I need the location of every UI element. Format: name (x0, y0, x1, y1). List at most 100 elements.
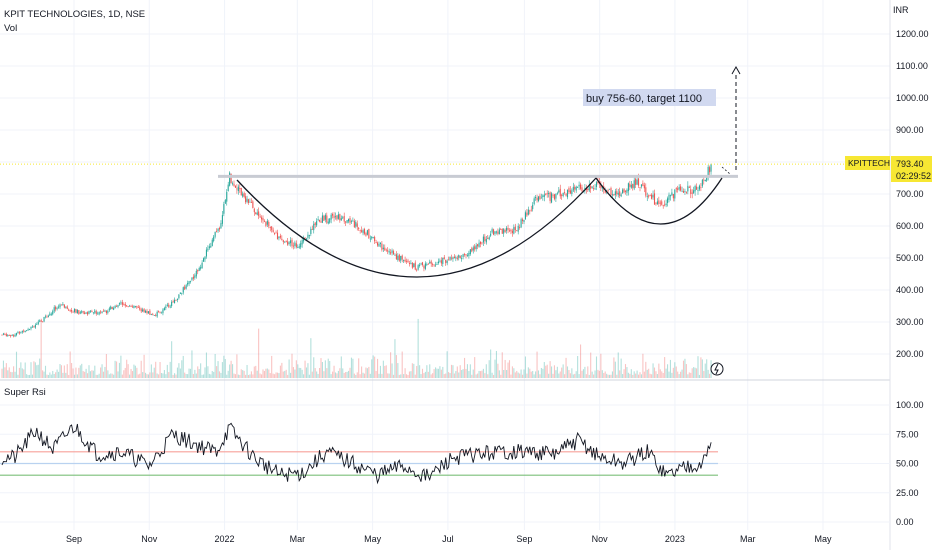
candle-body (617, 192, 619, 195)
candle-body (171, 301, 173, 307)
time-tick-label: Mar (740, 534, 756, 544)
candle-body (593, 188, 595, 189)
candle-body (14, 334, 16, 337)
volume-bar (407, 374, 409, 378)
candle-body (369, 238, 371, 240)
volume-bar (204, 367, 206, 378)
volume-bar (192, 374, 194, 378)
candle-body (497, 231, 499, 234)
candle-body (464, 254, 466, 256)
volume-bar (249, 374, 251, 378)
candle-body (336, 215, 338, 220)
candle-body (619, 191, 621, 196)
volume-bar (651, 374, 653, 378)
annotation-box[interactable] (583, 89, 716, 106)
volume-bar (291, 353, 293, 378)
candle-body (698, 185, 700, 190)
candle-body (413, 263, 415, 268)
volume-bar (333, 365, 335, 378)
volume-bar (598, 370, 600, 378)
volume-bar (436, 368, 438, 378)
volume-bar (693, 367, 695, 378)
candle-body (268, 221, 270, 227)
volume-bar (656, 374, 658, 378)
volume-bar (97, 374, 99, 378)
volume-bar (134, 365, 136, 378)
candle-body (59, 304, 61, 308)
candle-body (433, 264, 435, 266)
candle-body (81, 311, 83, 313)
price-tick-label: 500.00 (896, 253, 924, 263)
candle-body (226, 191, 228, 202)
candle-body (330, 214, 332, 220)
candle-body (175, 299, 177, 301)
volume-bar (404, 368, 406, 378)
candle-body (195, 270, 197, 277)
volume-bar (29, 374, 31, 378)
candle-body (403, 260, 405, 261)
candle-body (223, 204, 225, 214)
price-axis[interactable]: 1200.001100.001000.00900.00800.00700.006… (896, 29, 929, 359)
candle-body (559, 188, 561, 197)
candle-body (221, 215, 223, 224)
candle-body (378, 244, 380, 247)
volume-bar (300, 367, 302, 378)
volume-bar (553, 365, 555, 378)
candle-body (163, 308, 165, 311)
time-axis[interactable]: Sep Nov 2022 Mar May Jul Sep Nov 2023 Mar May (66, 534, 832, 544)
rsi-axis[interactable]: 100.00 75.00 50.00 25.00 0.00 (896, 400, 924, 527)
volume-bar (245, 374, 247, 378)
volume-bar (433, 369, 435, 378)
candle-body (640, 184, 642, 187)
volume-bar (675, 366, 677, 378)
volume-bar (252, 374, 254, 378)
volume-bar (101, 364, 103, 378)
candle-body (391, 250, 393, 253)
candle-body (500, 229, 502, 230)
candle-body (192, 276, 194, 279)
candle-body (477, 244, 479, 247)
volume-bar (121, 374, 123, 378)
candle-body (468, 252, 470, 257)
time-tick-label: Sep (516, 534, 532, 544)
volume-bar (379, 365, 381, 378)
candle-body (479, 241, 482, 244)
candle-body (245, 196, 247, 203)
volume-bar (504, 359, 506, 378)
volume-bar (89, 371, 91, 378)
volume-bar (411, 363, 413, 378)
volume-bar (472, 369, 474, 378)
candle-body (63, 304, 65, 308)
volume-bar (629, 373, 631, 378)
volume-bar (366, 368, 368, 378)
volume-bar (124, 367, 126, 378)
volume-bar (129, 374, 131, 378)
candle-body (437, 261, 439, 264)
volume-bar (494, 359, 496, 378)
candle-body (265, 222, 267, 226)
candle-body (117, 305, 119, 307)
candle-body (314, 222, 316, 225)
volume-bar (56, 369, 58, 378)
candle-body (510, 229, 512, 232)
volume-bar (620, 358, 622, 378)
volume-bar (217, 361, 219, 378)
volume-bar (455, 371, 457, 378)
candle-body (200, 267, 202, 269)
candle-body (382, 247, 384, 250)
volume-bar (343, 372, 345, 378)
volume-bar (330, 374, 332, 378)
volume-bar (691, 368, 693, 378)
candle-body (349, 217, 351, 223)
volume-bar (458, 372, 460, 378)
candle-body (535, 197, 537, 198)
volume-bar (642, 353, 644, 378)
candle-body (281, 238, 283, 241)
lightning-icon[interactable] (710, 362, 724, 376)
volume-bar (493, 374, 495, 378)
candle-body (27, 329, 29, 331)
candle-body (31, 326, 33, 328)
volume-bar (165, 374, 167, 378)
candle-body (150, 314, 152, 316)
